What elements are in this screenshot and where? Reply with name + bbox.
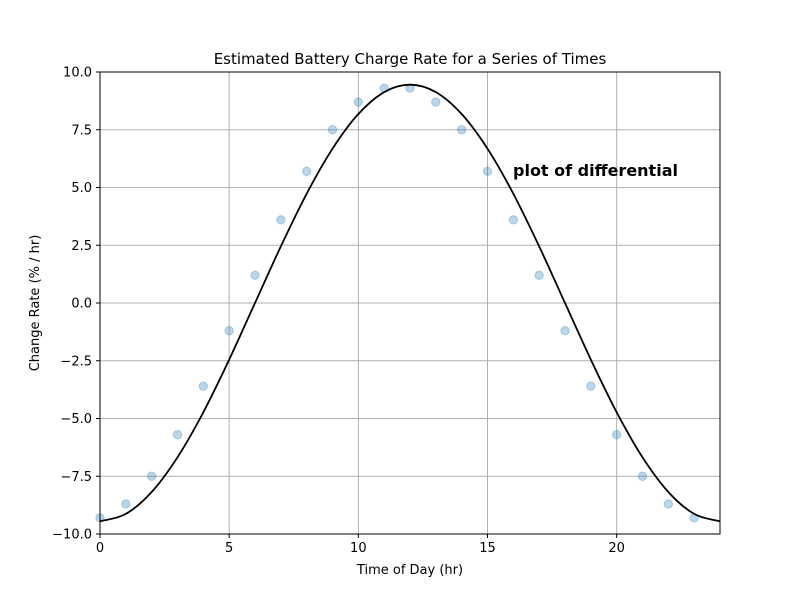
y-tick-label: 10.0	[63, 66, 92, 81]
scatter-point	[482, 166, 493, 177]
y-tick-label: 7.5	[71, 123, 92, 138]
scatter-point	[508, 215, 519, 225]
y-tick-label: −5.0	[60, 412, 92, 427]
differential-curve	[99, 83, 721, 523]
scatter-point	[172, 429, 183, 440]
y-tick-label: 0.0	[71, 297, 92, 312]
x-tick-label: 5	[225, 541, 233, 556]
scatter-point	[611, 429, 622, 440]
scatter-point	[146, 471, 157, 481]
scatter-point	[276, 215, 286, 225]
y-tick-label: 2.5	[71, 239, 92, 254]
y-tick-label: 5.0	[71, 181, 92, 196]
scatter-point	[431, 97, 441, 107]
x-tick-label: 20	[608, 541, 625, 556]
x-tick-label: 10	[350, 541, 367, 556]
scatter-point	[560, 326, 570, 336]
scatter-point	[327, 125, 338, 135]
scatter-point	[250, 270, 260, 280]
annotation-plot-of-differential: plot of differential	[513, 161, 678, 180]
x-tick-label: 0	[96, 541, 104, 556]
y-tick-label: −2.5	[60, 354, 92, 369]
x-axis-label: Time of Day (hr)	[356, 563, 463, 578]
x-tick-label: 15	[479, 541, 496, 556]
y-tick-label: −10.0	[52, 528, 92, 543]
scatter-point	[456, 125, 467, 135]
scatter-point	[663, 499, 674, 509]
scatter-point	[353, 97, 364, 107]
y-axis-label: Change Rate (% / hr)	[28, 235, 43, 372]
scatter-point	[534, 270, 544, 280]
scatter-point	[224, 326, 234, 336]
y-tick-label: −7.5	[60, 470, 92, 485]
scatter-point	[198, 381, 209, 391]
scatter-point	[301, 166, 312, 177]
scatter-point	[637, 471, 648, 481]
scatter-point	[121, 499, 131, 509]
scatter-point	[586, 381, 596, 391]
chart-title: Estimated Battery Charge Rate for a Seri…	[214, 50, 607, 68]
axis-ticks: 0 5 10 15 20 −10.0 −7.5 −5.0 −2.5 0.0 2.5 5.0 7.5 10.…	[52, 66, 625, 557]
